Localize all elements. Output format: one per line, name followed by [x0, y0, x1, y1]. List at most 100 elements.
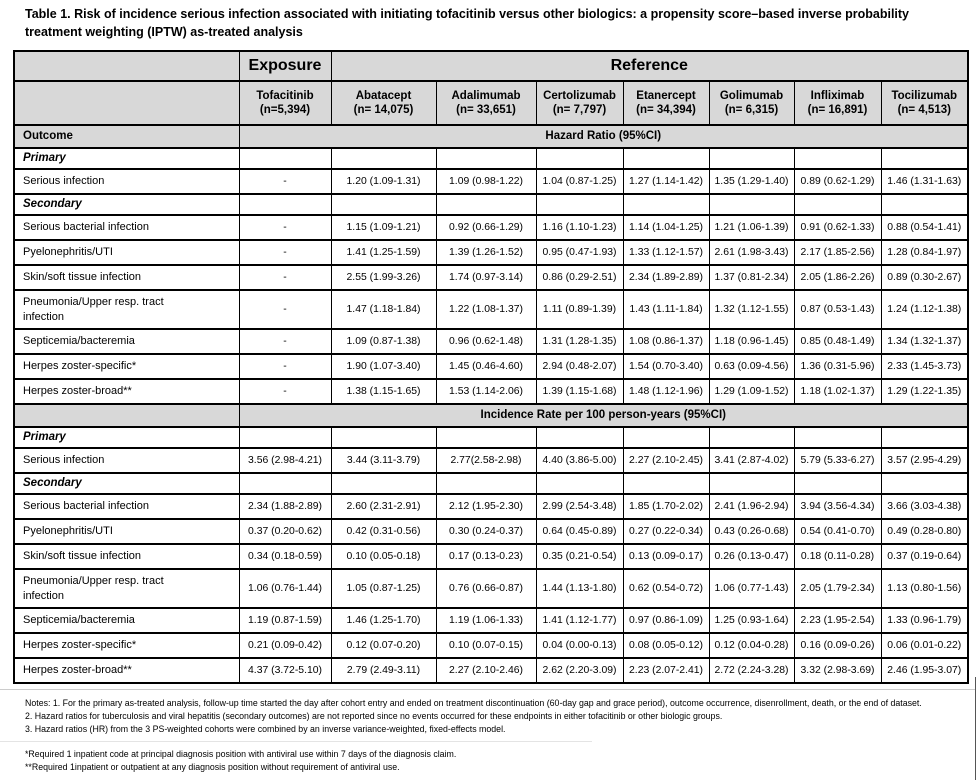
value-cell: 1.19 (0.87-1.59) [238, 607, 332, 634]
drug-column-header: Abatacept (n= 14,075) [330, 80, 437, 126]
value-cell: 1.24 (1.12-1.38) [880, 289, 969, 330]
value-cell: 0.42 (0.31-0.56) [330, 518, 437, 545]
value-cell: 0.16 (0.09-0.26) [793, 632, 882, 659]
outcome-header: Outcome [13, 124, 240, 149]
empty-cell [880, 147, 969, 170]
value-cell: 2.27 (2.10-2.46) [435, 657, 537, 684]
outcome-cell: Septicemia/bacteremia [13, 328, 240, 355]
outcome-cell: Septicemia/bacteremia [13, 607, 240, 634]
value-cell: 1.05 (0.87-1.25) [330, 568, 437, 609]
outcome-text: Herpes zoster-broad** [23, 385, 132, 398]
outcome-text: Herpes zoster-specific* [23, 360, 137, 373]
value-cell: 1.21 (1.06-1.39) [708, 214, 795, 241]
outcome-text: Septicemia/bacteremia [23, 335, 135, 348]
value-cell: 0.87 (0.53-1.43) [793, 289, 882, 330]
empty-cell [330, 472, 437, 495]
value-cell: 1.90 (1.07-3.40) [330, 353, 437, 380]
empty-cell [435, 426, 537, 449]
value-cell: 0.97 (0.86-1.09) [622, 607, 710, 634]
value-cell: 1.22 (1.08-1.37) [435, 289, 537, 330]
drug-n: (n=5,394) [259, 104, 311, 116]
empty-cell [435, 472, 537, 495]
results-table-body: Exposure Reference Tofacitinib (n=5,394) Aba… [13, 50, 969, 684]
table-notes-divider [0, 689, 976, 690]
value-cell: 2.62 (2.20-3.09) [535, 657, 624, 684]
value-cell: 0.85 (0.48-1.49) [793, 328, 882, 355]
outcome-cell: Pneumonia/Upper resp. tract infection [13, 289, 240, 330]
band-label: Incidence Rate per 100 person-years (95%… [238, 403, 969, 428]
drug-column-header: Tofacitinib (n=5,394) [238, 80, 332, 126]
value-cell: 1.33 (0.96-1.79) [880, 607, 969, 634]
empty-cell [238, 472, 332, 495]
empty-cell [708, 472, 795, 495]
value-cell: 1.18 (0.96-1.45) [708, 328, 795, 355]
value-cell: 0.13 (0.09-0.17) [622, 543, 710, 570]
empty-cell [793, 147, 882, 170]
footnote-line: *Required 1 inpatient code at principal … [25, 749, 457, 759]
value-cell: 1.19 (1.06-1.33) [435, 607, 537, 634]
outcome-cell: Serious bacterial infection [13, 214, 240, 241]
outcome-text: Pneumonia/Upper resp. tract infection [23, 575, 164, 602]
value-cell: 3.32 (2.98-3.69) [793, 657, 882, 684]
value-cell: 2.60 (2.31-2.91) [330, 493, 437, 520]
note-line: 2. Hazard ratios for tuberculosis and vi… [25, 710, 723, 721]
value-cell: 0.91 (0.62-1.33) [793, 214, 882, 241]
value-cell: 1.16 (1.10-1.23) [535, 214, 624, 241]
outcome-cell: Herpes zoster-broad** [13, 378, 240, 405]
empty-cell [330, 147, 437, 170]
drug-name: Certolizumab [543, 89, 616, 102]
value-cell: 1.46 (1.31-1.63) [880, 168, 969, 195]
value-cell: 1.47 (1.18-1.84) [330, 289, 437, 330]
value-cell: 4.37 (3.72-5.10) [238, 657, 332, 684]
value-cell: - [238, 168, 332, 195]
value-cell: 0.04 (0.00-0.13) [535, 632, 624, 659]
value-cell: 0.54 (0.41-0.70) [793, 518, 882, 545]
value-cell: 0.12 (0.07-0.20) [330, 632, 437, 659]
empty-cell [330, 193, 437, 216]
value-cell: 0.10 (0.07-0.15) [435, 632, 537, 659]
value-cell: 0.35 (0.21-0.54) [535, 543, 624, 570]
value-cell: 2.05 (1.79-2.34) [793, 568, 882, 609]
value-cell: - [238, 214, 332, 241]
value-cell: 0.27 (0.22-0.34) [622, 518, 710, 545]
value-cell: 0.34 (0.18-0.59) [238, 543, 332, 570]
value-cell: 0.17 (0.13-0.23) [435, 543, 537, 570]
value-cell: 4.40 (3.86-5.00) [535, 447, 624, 474]
value-cell: 1.39 (1.26-1.52) [435, 239, 537, 266]
drug-name: Etanercept [636, 89, 696, 102]
corner-cell [13, 50, 240, 82]
empty-cell [622, 147, 710, 170]
value-cell: 2.94 (0.48-2.07) [535, 353, 624, 380]
value-cell: 0.08 (0.05-0.12) [622, 632, 710, 659]
drug-column-header: Golimumab (n= 6,315) [708, 80, 795, 126]
outcome-cell: Skin/soft tissue infection [13, 264, 240, 291]
drug-n: (n= 34,394) [636, 104, 696, 116]
value-cell: 0.63 (0.09-4.56) [708, 353, 795, 380]
value-cell: 2.27 (2.10-2.45) [622, 447, 710, 474]
value-cell: 1.11 (0.89-1.39) [535, 289, 624, 330]
value-cell: 5.79 (5.33-6.27) [793, 447, 882, 474]
value-cell: 1.20 (1.09-1.31) [330, 168, 437, 195]
value-cell: 0.10 (0.05-0.18) [330, 543, 437, 570]
outcome-cell: Skin/soft tissue infection [13, 543, 240, 570]
outcome-cell: Serious bacterial infection [13, 493, 240, 520]
value-cell: 1.18 (1.02-1.37) [793, 378, 882, 405]
empty-cell [535, 147, 624, 170]
outcome-cell: Herpes zoster-specific* [13, 632, 240, 659]
value-cell: 0.95 (0.47-1.93) [535, 239, 624, 266]
drug-name: Tocilizumab [891, 89, 958, 102]
value-cell: 1.43 (1.11-1.84) [622, 289, 710, 330]
empty-cell [622, 426, 710, 449]
empty-cell [622, 472, 710, 495]
table-title: Table 1. Risk of incidence serious infec… [25, 7, 910, 39]
notes-block: Notes: 1. For the primary as-treated ana… [25, 697, 950, 735]
value-cell: 0.49 (0.28-0.80) [880, 518, 969, 545]
drug-n: (n= 14,075) [353, 104, 414, 116]
outcome-cell: Pyelonephritis/UTI [13, 518, 240, 545]
drug-column-header: Infliximab (n= 16,891) [793, 80, 882, 126]
value-cell: 1.41 (1.25-1.59) [330, 239, 437, 266]
value-cell: 0.26 (0.13-0.47) [708, 543, 795, 570]
outcome-cell: Serious infection [13, 168, 240, 195]
section-label: Primary [13, 147, 240, 170]
value-cell: 2.23 (2.07-2.41) [622, 657, 710, 684]
